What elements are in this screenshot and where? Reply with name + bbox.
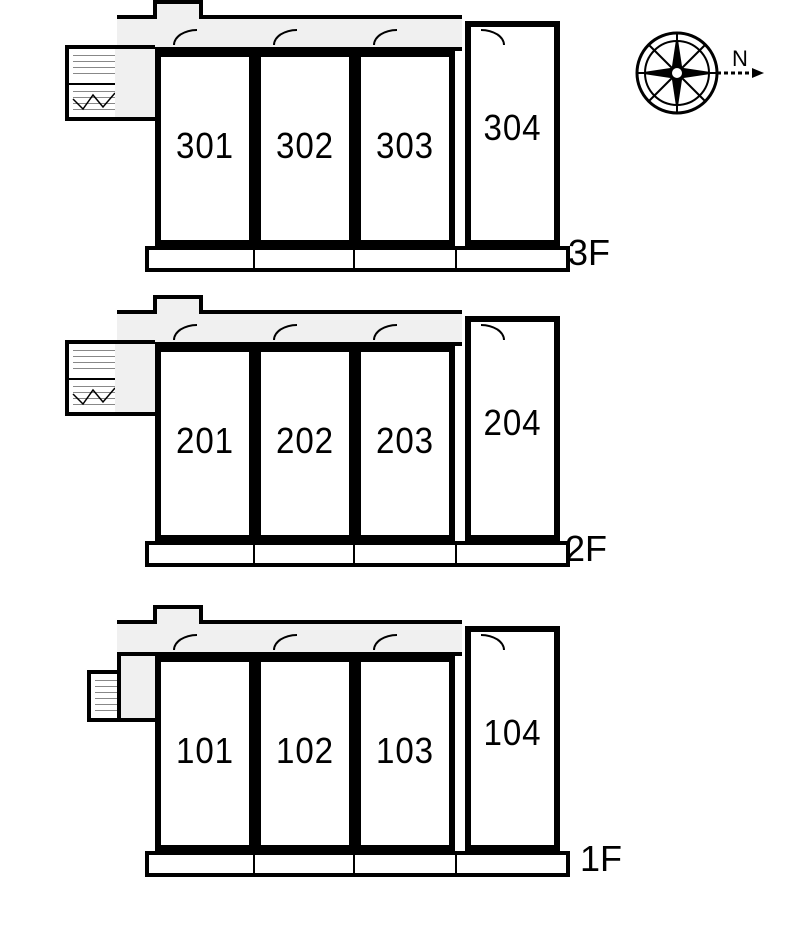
balcony-platform [145, 851, 570, 877]
corridor-end-notch [153, 605, 203, 624]
platform-end [145, 541, 149, 563]
compass-n-label: N [732, 46, 748, 71]
unit-label: 201 [165, 420, 246, 462]
floor-label-2f: 2F [565, 528, 607, 570]
platform-end [145, 851, 149, 873]
unit-label: 302 [265, 125, 346, 167]
unit-label: 104 [474, 712, 550, 754]
unit-103: 103 [355, 656, 455, 851]
unit-303: 303 [355, 51, 455, 246]
floor-label-1f: 1F [580, 838, 622, 880]
balcony-platform [145, 246, 570, 272]
unit-label: 202 [265, 420, 346, 462]
stair-landing [115, 340, 155, 416]
unit-202: 202 [255, 346, 355, 541]
unit-102: 102 [255, 656, 355, 851]
unit-label: 204 [474, 402, 550, 444]
balcony-platform [145, 541, 570, 567]
unit-302: 302 [255, 51, 355, 246]
floor-1f: 101 102 103 104 [95, 620, 575, 880]
unit-label: 203 [365, 420, 446, 462]
floor-label-3f: 3F [568, 232, 610, 274]
platform-end [566, 851, 570, 873]
unit-301: 301 [155, 51, 255, 246]
platform-end [145, 246, 149, 268]
unit-label: 103 [365, 730, 446, 772]
unit-label: 102 [265, 730, 346, 772]
unit-101: 101 [155, 656, 255, 851]
unit-203: 203 [355, 346, 455, 541]
unit-201: 201 [155, 346, 255, 541]
unit-label: 301 [165, 125, 246, 167]
unit-label: 304 [474, 107, 550, 149]
unit-label: 303 [365, 125, 446, 167]
corridor-end-notch [153, 0, 203, 19]
floor-3f: 301 302 303 304 [95, 15, 575, 275]
floor-2f: 201 202 203 204 [95, 310, 575, 570]
stair-landing [117, 656, 159, 722]
unit-304: 304 [465, 21, 560, 246]
stair-landing [115, 45, 155, 121]
floorplan-canvas: N 301 302 303 [0, 0, 800, 942]
unit-label: 101 [165, 730, 246, 772]
compass-icon: N [632, 28, 772, 123]
unit-104: 104 [465, 626, 560, 851]
corridor-end-notch [153, 295, 203, 314]
unit-204: 204 [465, 316, 560, 541]
